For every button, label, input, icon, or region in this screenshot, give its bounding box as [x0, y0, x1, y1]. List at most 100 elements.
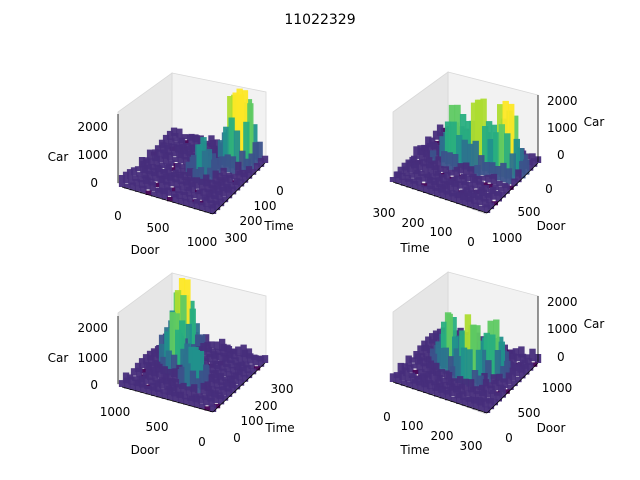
surface-cell: [499, 192, 506, 198]
y-axis-label: Door: [537, 421, 566, 435]
surface-cell: [511, 178, 518, 187]
surface-cell: [216, 352, 223, 361]
surface-cell: [487, 202, 495, 210]
surface-cell: [478, 206, 485, 212]
surface-cell: [503, 184, 510, 194]
surface-cell: [236, 355, 243, 361]
surface-cell: [154, 145, 162, 152]
surface-cell: [472, 397, 480, 410]
surface-cell: [212, 195, 219, 205]
surface-cell: [187, 168, 194, 182]
surface-cell: [479, 175, 487, 181]
surface-cell: [132, 175, 139, 181]
surface-cell: [235, 161, 242, 176]
surface-cell: [487, 398, 495, 410]
surface-cell: [188, 395, 195, 407]
surface-cell: [201, 150, 209, 181]
surface-cell: [471, 192, 478, 204]
surface-cell: [457, 163, 464, 174]
surface-cell: [161, 392, 168, 399]
surface-cell: [196, 144, 203, 180]
surface-cell: [223, 176, 230, 188]
surface-cell: [185, 186, 193, 197]
surface-cell: [443, 182, 450, 195]
surface-cell: [421, 375, 428, 388]
surface-cell: [426, 142, 434, 153]
surface-cell: [233, 130, 241, 170]
z-tick-label: 2000: [547, 94, 578, 108]
surface-cell: [423, 185, 430, 193]
surface-cell: [440, 127, 448, 132]
surface-cell: [498, 124, 505, 177]
surface-cell: [228, 360, 235, 369]
surface-cell: [244, 365, 251, 373]
surface-cell: [482, 185, 490, 193]
surface-cell: [156, 149, 163, 158]
surface-cell: [138, 358, 146, 369]
surface-cell: [215, 182, 222, 196]
surface-cell: [529, 348, 536, 362]
surface-cell: [518, 346, 525, 358]
surface-cell: [418, 369, 425, 376]
surface-cell: [248, 364, 255, 369]
surface-cell: [148, 377, 155, 386]
surface-cell: [216, 172, 223, 181]
surface-cell: [220, 167, 227, 177]
surface-cell: [199, 334, 206, 351]
surface-cell: [496, 180, 503, 187]
surface-cell: [172, 133, 179, 142]
surface-cell: [175, 185, 182, 194]
surface-cell: [124, 183, 131, 189]
surface-cell: [433, 150, 441, 161]
y-tick-label: 300: [271, 382, 294, 396]
surface-cell: [178, 137, 186, 149]
surface-cell: [513, 364, 520, 377]
surface-cell: [466, 349, 473, 387]
surface-cell: [479, 349, 487, 381]
surface-cell: [188, 201, 195, 208]
surface-cell: [418, 353, 426, 361]
surface-plot: [118, 88, 269, 214]
surface-cell: [160, 356, 167, 375]
surface-cell: [177, 391, 185, 404]
surface-cell: [217, 394, 225, 405]
surface-cell: [249, 368, 257, 375]
surface-cell: [505, 168, 513, 185]
surface-cell: [241, 375, 249, 382]
y-tick-label: 0: [233, 431, 241, 445]
surface-cell: [449, 383, 456, 397]
surface-cell: [439, 386, 446, 399]
surface-cell: [446, 152, 453, 170]
surface-cell: [467, 196, 474, 208]
surface-cell: [197, 351, 205, 385]
surface-cell: [475, 391, 482, 400]
surface-cell: [237, 179, 245, 187]
surface-cell: [183, 157, 190, 166]
surface-plot: [118, 278, 269, 412]
surface-cell: [511, 380, 518, 387]
surface-cell: [436, 375, 443, 388]
surface-cell: [213, 360, 221, 370]
surface-cell: [448, 356, 455, 376]
surface-cell: [414, 169, 421, 180]
surface-cell: [179, 181, 186, 190]
surface-cell: [213, 341, 220, 350]
x-tick-label: 0: [114, 209, 122, 223]
surface-cell: [523, 354, 531, 360]
surface-cell: [145, 190, 152, 195]
surface-cell: [410, 373, 417, 384]
surface-cell: [169, 167, 176, 172]
surface-cell: [460, 391, 467, 401]
x-tick-label: 0: [198, 435, 206, 449]
surface-cell: [149, 164, 156, 171]
surface-cell: [183, 397, 190, 405]
surface-cell: [159, 176, 166, 189]
surface-cell: [130, 167, 138, 176]
surface-cell: [478, 399, 485, 412]
surface-cell: [425, 371, 432, 384]
surface-cell: [236, 369, 243, 381]
surface-cell: [232, 372, 239, 385]
surface-cell: [486, 183, 494, 189]
surface-cell: [175, 329, 182, 374]
subplot-bottom-left: 1000 500 0 0 100 200 300 2000 1000 0 Doo…: [48, 272, 295, 457]
